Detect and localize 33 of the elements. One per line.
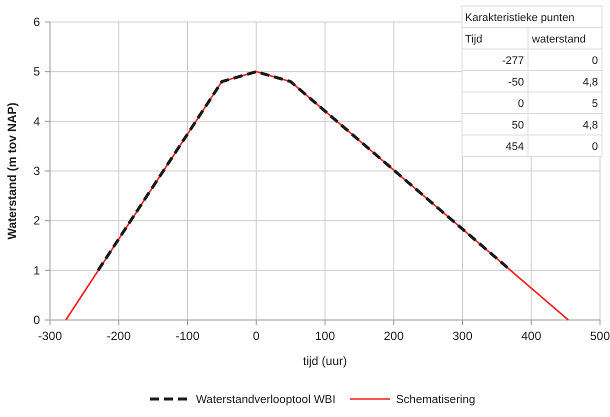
- y-axis-title: Waterstand (m tov NAP): [5, 102, 19, 240]
- legend-label: Schematisering: [396, 394, 476, 406]
- x-tick-label: 0: [252, 329, 260, 343]
- x-tick-label: 500: [590, 329, 610, 343]
- annotation: 5: [592, 98, 598, 110]
- y-tick-label: 4: [33, 114, 40, 128]
- x-tick-label: 100: [314, 329, 336, 343]
- x-tick-label: 300: [452, 329, 473, 343]
- annotation: -50: [508, 76, 524, 88]
- annotation: 50: [512, 120, 524, 132]
- x-tick-label: -300: [38, 329, 62, 343]
- annotation: 454: [506, 141, 524, 153]
- annotation: waterstand: [531, 34, 586, 46]
- x-tick-label: -100: [175, 329, 200, 343]
- annotation: 4,8: [582, 76, 598, 88]
- y-tick-label: 0: [33, 313, 40, 327]
- x-tick-label: 400: [521, 329, 542, 343]
- y-tick-label: 6: [33, 15, 40, 29]
- x-tick-label: 200: [384, 329, 404, 343]
- annotation: Karakteristieke punten: [465, 12, 574, 24]
- annotation: 0: [518, 98, 524, 110]
- x-axis-title: tijd (uur): [302, 354, 348, 368]
- annotation: 4,8: [582, 120, 598, 132]
- y-tick-label: 1: [33, 263, 40, 278]
- legend-label: Waterstandverlooptool WBI: [196, 394, 336, 406]
- y-tick-label: 2: [33, 214, 40, 228]
- y-tick-label: 3: [33, 164, 40, 178]
- annotation: -277: [502, 55, 524, 67]
- annotation: Tijd: [465, 34, 482, 46]
- annotation: 0: [592, 55, 598, 67]
- annotation: 0: [592, 141, 598, 153]
- y-tick-label: 5: [33, 64, 40, 79]
- x-tick-label: -200: [106, 329, 132, 343]
